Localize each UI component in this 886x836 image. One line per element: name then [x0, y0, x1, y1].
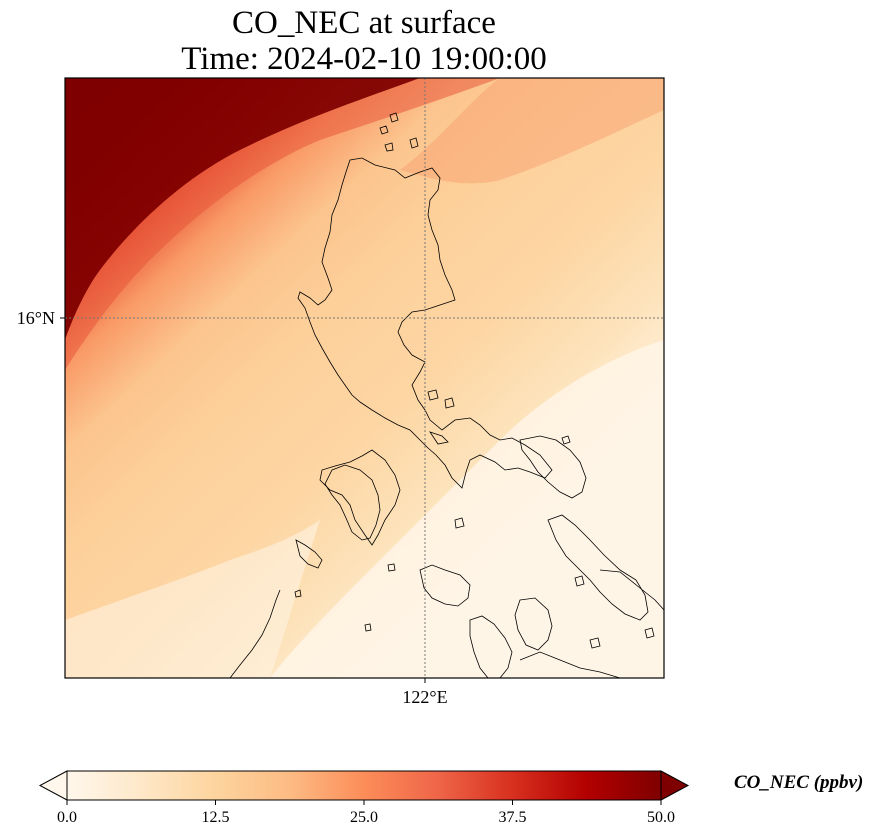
lon-label-122E: 122°E: [402, 687, 447, 707]
colorbar-tick-3: 37.5: [499, 809, 527, 826]
colorbar: 0.0 12.5 25.0 37.5 50.0 CO_NEC (ppbv): [38, 770, 863, 826]
colorbar-label: CO_NEC (ppbv): [734, 772, 863, 793]
colorbar-tick-0: 0.0: [57, 809, 77, 826]
plot-title-line2: Time: 2024-02-10 19:00:00: [181, 41, 547, 77]
mindoro-coastline: [324, 464, 381, 541]
colorbar-body: [67, 771, 661, 800]
colorbar-tick-1: 12.5: [202, 809, 230, 826]
gridlines: [65, 78, 664, 678]
lat-label-16N: 16°N: [17, 308, 55, 328]
plot-title-line1: CO_NEC at surface: [232, 5, 496, 41]
colorbar-extend-high: [660, 770, 690, 801]
colorbar-tick-4: 50.0: [647, 809, 675, 826]
coastlines: [229, 112, 664, 678]
colorbar-extend-low: [38, 770, 68, 801]
concentration-field: [65, 78, 664, 678]
colorbar-tick-2: 25.0: [350, 809, 378, 826]
luzon-coastline: [297, 157, 553, 489]
map-frame: [64, 77, 665, 679]
